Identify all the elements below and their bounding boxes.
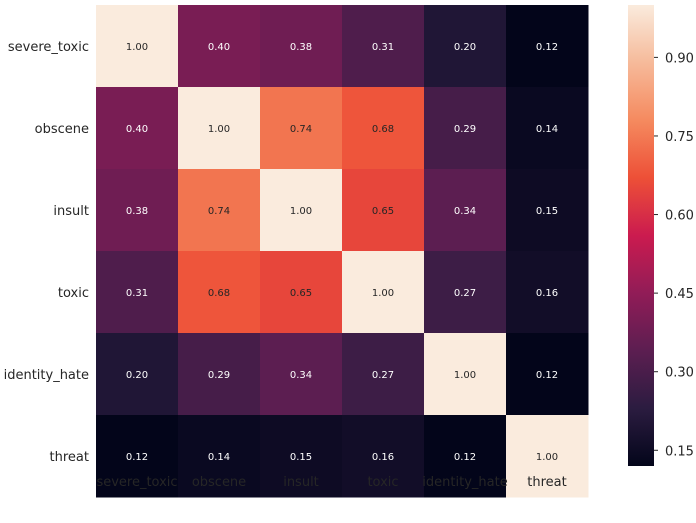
heatmap-cell — [178, 333, 261, 416]
heatmap-cell — [342, 169, 425, 252]
heatmap-cell — [260, 169, 343, 252]
heatmap-cell — [506, 251, 589, 334]
cell-value-label: 0.16 — [372, 452, 394, 463]
cell-value-label: 0.31 — [372, 42, 394, 53]
cell-value-label: 0.12 — [536, 370, 558, 381]
cell-value-label: 0.15 — [536, 206, 558, 217]
heatmap-cell — [260, 5, 343, 88]
heatmap-cell — [260, 251, 343, 334]
cell-value-label: 0.16 — [536, 288, 558, 299]
cell-value-label: 0.15 — [290, 452, 312, 463]
cell-value-label: 0.14 — [208, 452, 230, 463]
heatmap-cell — [260, 87, 343, 170]
y-tick-label: severe_toxic — [8, 40, 89, 55]
cell-value-label: 0.29 — [208, 370, 230, 381]
cell-value-label: 0.34 — [290, 370, 312, 381]
cell-value-label: 0.68 — [208, 288, 230, 299]
cell-value-label: 1.00 — [290, 206, 312, 217]
heatmap-cell — [424, 169, 507, 252]
cell-value-label: 0.74 — [208, 206, 230, 217]
heatmap-cell — [96, 333, 179, 416]
heatmap-cell — [506, 169, 589, 252]
heatmap-cell — [178, 251, 261, 334]
cell-value-label: 0.12 — [126, 452, 148, 463]
heatmap-cell — [342, 415, 425, 498]
heatmap-cell — [342, 333, 425, 416]
colorbar — [628, 5, 654, 466]
colorbar-tick-label: 0.15 — [665, 444, 694, 459]
heatmap-cell — [260, 415, 343, 498]
cell-value-label: 0.68 — [372, 124, 394, 135]
colorbar-tick-label: 0.60 — [665, 209, 694, 224]
heatmap-cell — [342, 87, 425, 170]
y-tick-label: obscene — [35, 122, 89, 137]
heatmap-cell — [506, 415, 589, 498]
cell-value-label: 0.65 — [290, 288, 312, 299]
heatmap-cell — [178, 87, 261, 170]
cell-value-label: 1.00 — [126, 42, 148, 53]
cell-value-label: 0.27 — [454, 288, 476, 299]
colorbar-ticks: 0.15 0.30 0.45 0.60 0.75 0.90 — [654, 51, 694, 459]
heatmap-cell — [506, 333, 589, 416]
x-tick-label: insult — [283, 475, 319, 490]
x-tick-label: toxic — [367, 475, 398, 490]
cell-value-label: 0.29 — [454, 124, 476, 135]
heatmap-cell — [342, 251, 425, 334]
cell-value-label: 0.38 — [290, 42, 312, 53]
cell-value-label: 0.34 — [454, 206, 476, 217]
heatmap-cell — [424, 333, 507, 416]
x-tick-label: threat — [527, 475, 566, 490]
heatmap-cell — [96, 169, 179, 252]
y-tick-label: insult — [53, 204, 89, 219]
heatmap-cell — [96, 87, 179, 170]
heatmap-cell — [424, 251, 507, 334]
colorbar-tick-label: 0.30 — [665, 366, 694, 381]
cell-value-label: 0.14 — [536, 124, 558, 135]
cell-value-label: 1.00 — [372, 288, 394, 299]
colorbar-tick-label: 0.75 — [665, 130, 694, 145]
cell-value-label: 0.65 — [372, 206, 394, 217]
cell-value-label: 0.12 — [454, 452, 476, 463]
y-tick-label: threat — [50, 450, 89, 465]
heatmap-cell — [178, 5, 261, 88]
heatmap-cell — [342, 5, 425, 88]
heatmap-cell — [96, 5, 179, 88]
heatmap-cell — [506, 5, 589, 88]
heatmap-cell — [506, 87, 589, 170]
x-axis-tick-labels: severe_toxic obscene insult toxic identity_h… — [96, 475, 566, 490]
cell-value-label: 0.31 — [126, 288, 148, 299]
heatmap-cell-labels: 1.00 0.40 0.38 0.31 0.20 0.12 0.40 1.00 0.74 0.68… — [126, 42, 558, 463]
cell-value-label: 0.40 — [126, 124, 148, 135]
cell-value-label: 1.00 — [454, 370, 476, 381]
cell-value-label: 0.40 — [208, 42, 230, 53]
heatmap-cell — [178, 415, 261, 498]
cell-value-label: 0.12 — [536, 42, 558, 53]
heatmap-cell — [260, 333, 343, 416]
heatmap-cell — [96, 251, 179, 334]
x-tick-label: identity_hate — [422, 475, 507, 490]
y-tick-label: identity_hate — [4, 368, 89, 383]
y-tick-label: toxic — [58, 286, 89, 301]
cell-value-label: 0.20 — [126, 370, 148, 381]
heatmap-cell — [424, 415, 507, 498]
cell-value-label: 1.00 — [208, 124, 230, 135]
heatmap-cell — [96, 415, 179, 498]
heatmap-cell — [178, 169, 261, 252]
x-tick-label: obscene — [192, 475, 246, 490]
heatmap-cell — [424, 5, 507, 88]
cell-value-label: 0.74 — [290, 124, 312, 135]
colorbar-tick-label: 0.90 — [665, 51, 694, 66]
cell-value-label: 1.00 — [536, 452, 558, 463]
colorbar-tick-label: 0.45 — [665, 287, 694, 302]
cell-value-label: 0.38 — [126, 206, 148, 217]
x-tick-label: severe_toxic — [96, 475, 177, 490]
cell-value-label: 0.20 — [454, 42, 476, 53]
cell-value-label: 0.27 — [372, 370, 394, 381]
heatmap-cells — [96, 5, 589, 498]
heatmap-cell — [424, 87, 507, 170]
